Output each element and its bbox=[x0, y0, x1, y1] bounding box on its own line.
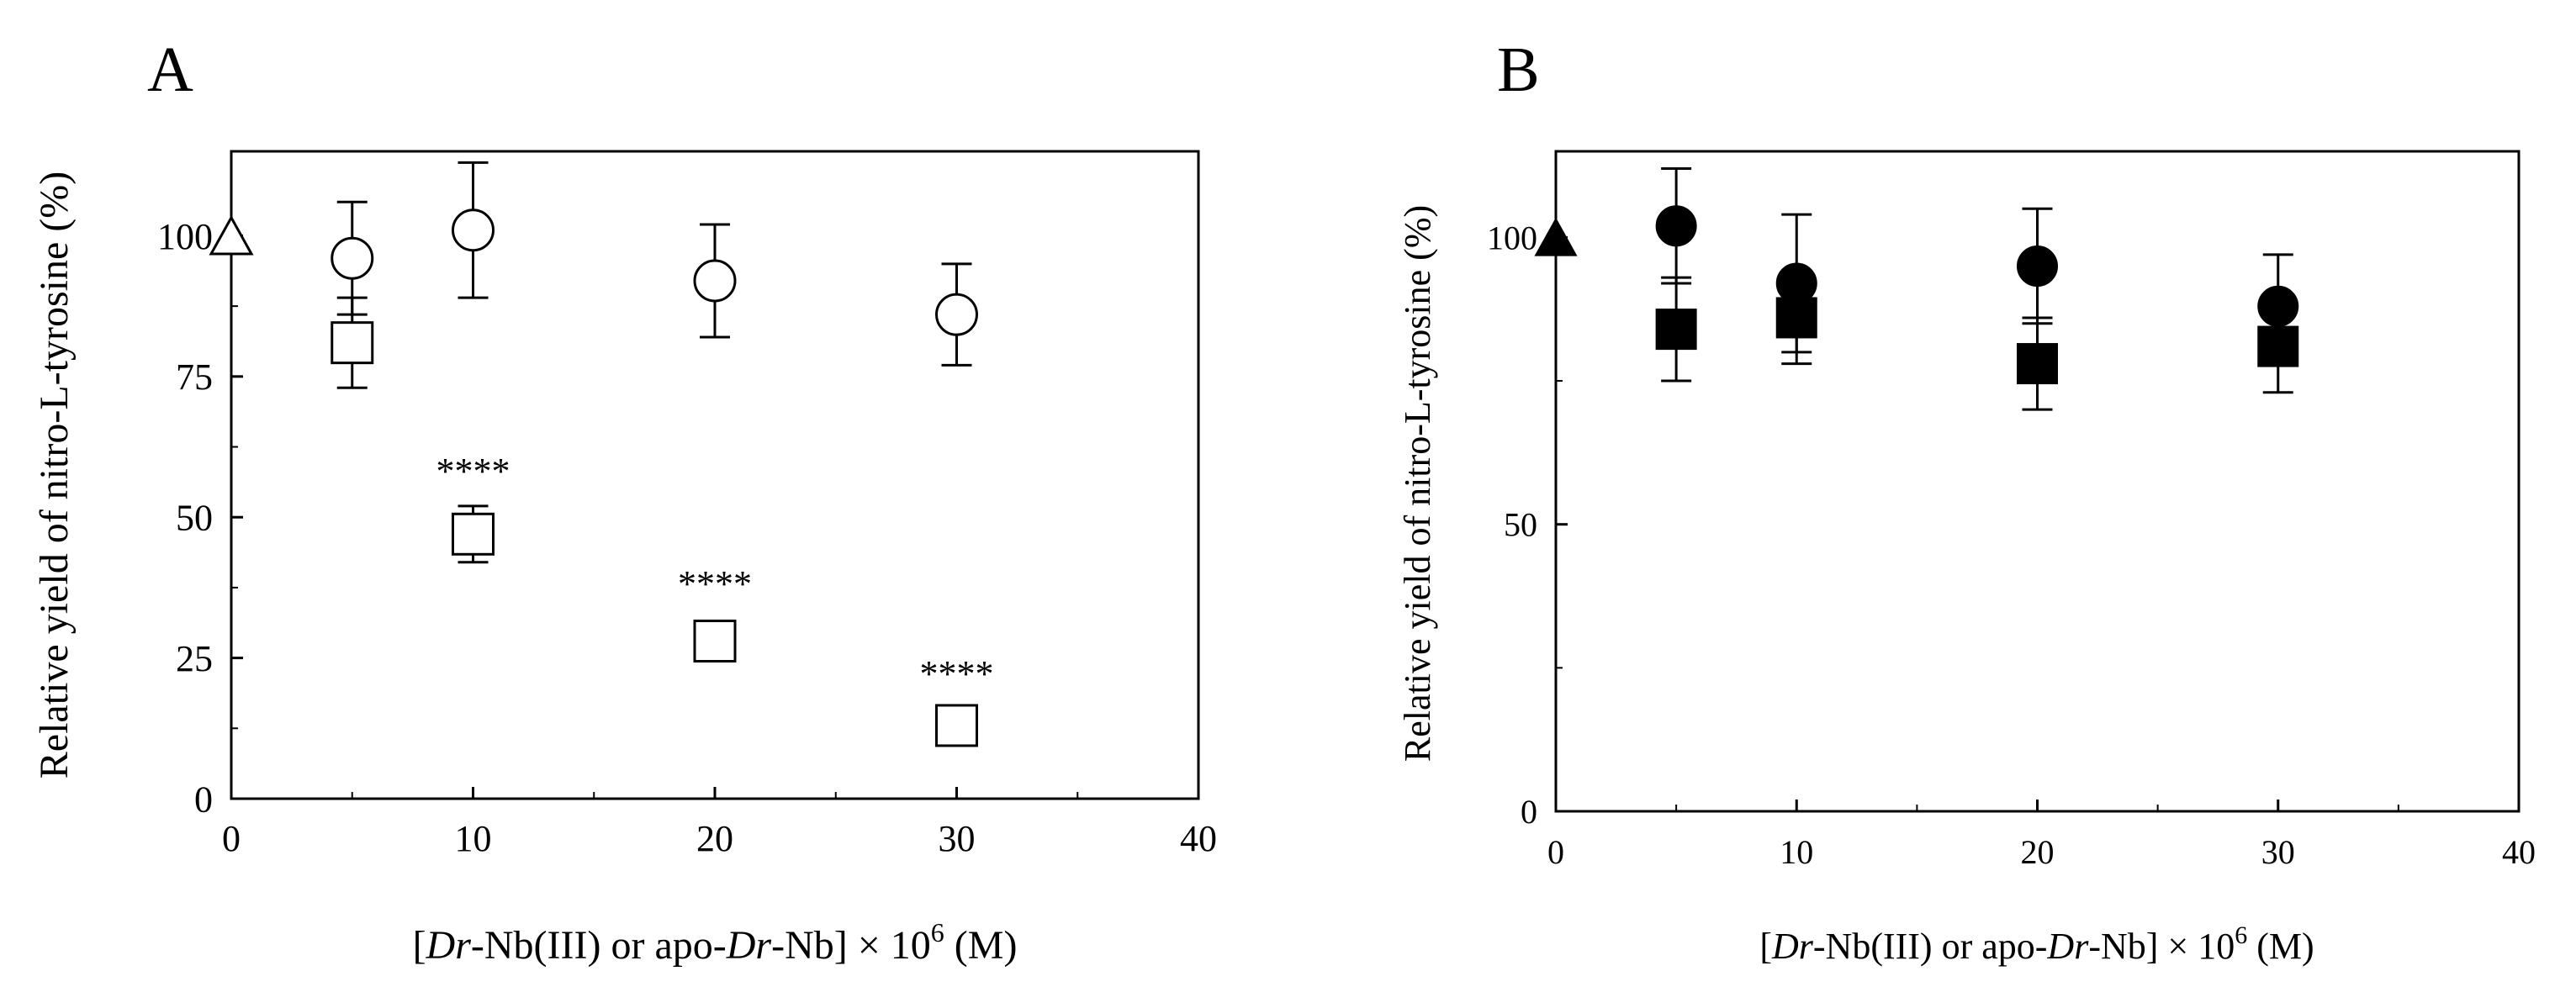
data-point-triangle bbox=[209, 214, 254, 256]
x-label-italic-dr: Dr bbox=[1771, 926, 1814, 967]
data-point-circle bbox=[935, 293, 978, 336]
x-label-unit: (M) bbox=[2247, 926, 2314, 967]
data-point-circle bbox=[331, 236, 374, 280]
x-label-part: -Nb(III) or apo- bbox=[1813, 926, 2048, 967]
x-label-part: [ bbox=[413, 923, 426, 968]
x-label-part: -Nb] × 10 bbox=[771, 923, 931, 968]
panel-b-y-axis-label: Relative yield of nitro-L-tyrosine (%) bbox=[1397, 205, 1438, 762]
x-tick-label: 0 bbox=[222, 818, 241, 859]
x-tick-label: 10 bbox=[1780, 833, 1813, 871]
y-tick-label: 75 bbox=[176, 356, 213, 398]
y-tick-label: 100 bbox=[157, 216, 213, 257]
data-point-square bbox=[935, 704, 978, 747]
x-tick-label: 30 bbox=[939, 818, 976, 859]
panel-a-y-axis-label: Relative yield of nitro-L-tyrosine (%) bbox=[32, 172, 77, 779]
panel-a-x-ticks: 0 10 20 30 40 bbox=[222, 787, 1217, 859]
x-label-unit: (M) bbox=[944, 923, 1018, 968]
y-tick-label: 25 bbox=[176, 638, 213, 679]
panel-b-x-ticks: 0 10 20 30 40 bbox=[1547, 800, 2536, 871]
data-point-square bbox=[2017, 343, 2058, 385]
data-point-triangle bbox=[1534, 217, 1578, 256]
panel-a-annotations: **** **** **** bbox=[436, 451, 994, 694]
x-label-italic-dr: Dr bbox=[726, 923, 772, 968]
significance-annotation: **** bbox=[678, 563, 752, 604]
x-tick-label: 0 bbox=[1547, 833, 1564, 871]
data-point-circle bbox=[693, 259, 737, 303]
data-point-square bbox=[693, 620, 737, 663]
data-point-circle bbox=[452, 208, 495, 252]
panel-b-label: B bbox=[1497, 34, 1540, 105]
x-label-exponent: 6 bbox=[2235, 921, 2247, 949]
panel-b-data-marks bbox=[1534, 166, 2299, 411]
panel-b-y-ticks: 0 50 100 bbox=[1487, 219, 1568, 831]
x-label-part: -Nb(III) or apo- bbox=[471, 923, 727, 968]
panel-a-data-marks bbox=[209, 161, 978, 747]
data-point-square bbox=[331, 321, 374, 365]
panel-a-label: A bbox=[147, 34, 193, 105]
significance-annotation: **** bbox=[920, 653, 994, 694]
data-point-square bbox=[1775, 297, 1817, 339]
x-tick-label: 40 bbox=[1180, 818, 1217, 859]
significance-annotation: **** bbox=[436, 451, 510, 492]
panel-a-x-axis-label: [Dr-Nb(III) or apo-Dr-Nb] × 106 (M) bbox=[413, 917, 1018, 968]
x-label-part: -Nb] × 10 bbox=[2088, 926, 2235, 967]
x-label-italic-dr: Dr bbox=[2046, 926, 2089, 967]
x-tick-label: 40 bbox=[2502, 833, 2536, 871]
data-point-circle bbox=[1655, 205, 1697, 247]
data-point-square bbox=[1655, 309, 1697, 351]
y-tick-label: 0 bbox=[194, 779, 213, 820]
x-tick-label: 20 bbox=[2021, 833, 2055, 871]
y-tick-label: 50 bbox=[176, 498, 213, 539]
x-label-exponent: 6 bbox=[931, 917, 944, 947]
x-tick-label: 20 bbox=[696, 818, 733, 859]
panel-b: B 0 10 20 30 40 0 50 100 Relative yield of nit… bbox=[1397, 34, 2536, 967]
x-tick-label: 10 bbox=[455, 818, 492, 859]
data-point-square bbox=[452, 512, 495, 556]
x-tick-label: 30 bbox=[2261, 833, 2295, 871]
x-label-italic-dr: Dr bbox=[426, 923, 472, 968]
data-point-circle bbox=[2017, 245, 2058, 288]
y-tick-label: 0 bbox=[1521, 793, 1537, 831]
x-label-part: [ bbox=[1759, 926, 1772, 967]
panel-a: A 0 10 20 30 40 0 25 50 75 100 **** **** **** Rela… bbox=[32, 34, 1217, 968]
y-tick-label: 50 bbox=[1504, 506, 1537, 544]
y-tick-label: 100 bbox=[1487, 219, 1537, 256]
panel-b-x-axis-label: [Dr-Nb(III) or apo-Dr-Nb] × 106 (M) bbox=[1759, 921, 2314, 967]
data-point-square bbox=[2257, 325, 2299, 367]
